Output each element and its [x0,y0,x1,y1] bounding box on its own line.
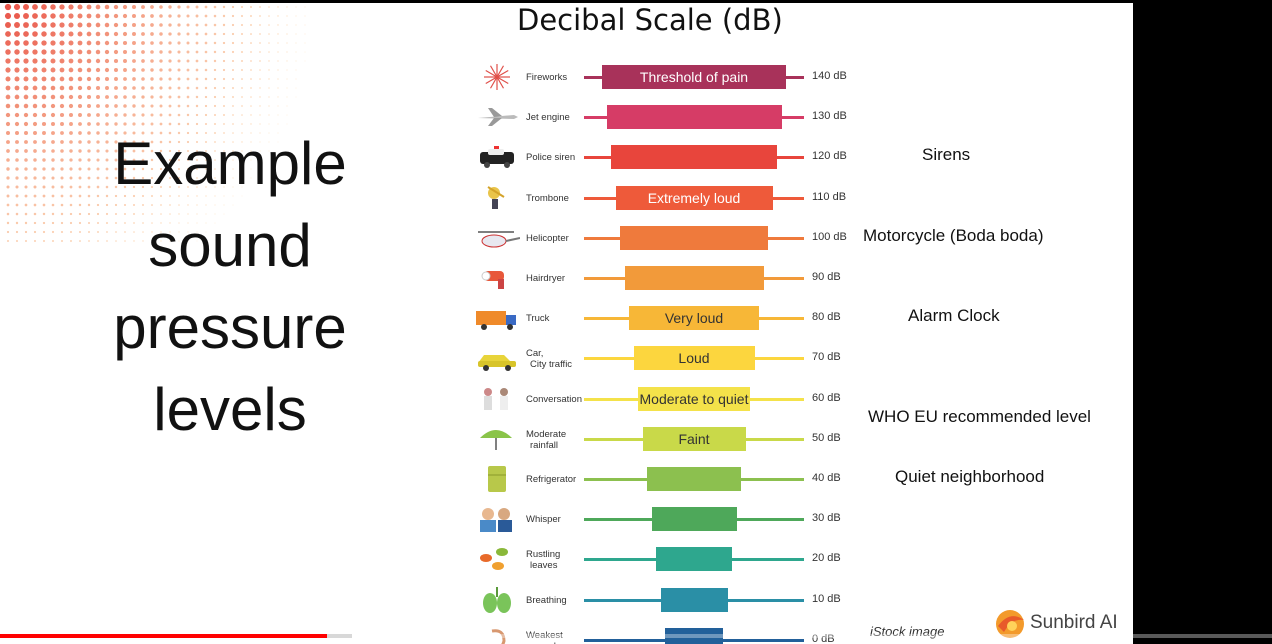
db-value-label: 20 dB [812,552,841,565]
level-bar [620,225,768,250]
heading-line: sound [148,212,312,279]
sound-source-label: Trombone [526,192,569,204]
level-bar [651,507,737,532]
sound-source-label: Rustling leaves [526,549,561,572]
conversation-icon [474,384,520,414]
db-value-label: 50 dB [812,431,841,444]
db-value-label: 60 dB [812,391,841,404]
truck-icon [474,303,520,333]
db-value-label: 30 dB [812,512,841,525]
example-annotation: Motorcycle (Boda boda) [863,225,1044,245]
leaves-icon [474,544,520,574]
level-bar [665,627,723,644]
ear-icon [474,625,520,644]
fireworks-icon [474,62,520,92]
sound-source-label: Police siren [526,152,576,164]
sound-source-label: Whisper [526,514,561,526]
level-bar: Extremely loud [615,185,773,210]
slide: Example sound pressure levels Decibal Scale… [0,3,1133,644]
sound-source-label: Moderate rainfall [526,428,567,451]
refrigerator-icon [474,464,520,494]
sound-source-label: Fireworks [526,72,568,83]
level-bar: Loud [633,346,755,371]
db-value-label: 90 dB [812,271,841,283]
image-credit: iStock image [870,624,945,639]
car-icon [474,343,520,373]
example-annotation: Sirens [922,145,971,165]
sound-source-label: Jet engine [526,112,570,124]
level-bar [647,467,741,491]
db-value-label: 40 dB [812,472,841,484]
sunbird-logo-icon [996,610,1024,638]
level-bar: Faint [642,426,746,451]
played-bar [0,634,327,638]
level-bar [660,587,728,612]
chart-title: Decibal Scale (dB) [517,3,783,37]
helicopter-icon [474,223,521,253]
sound-source-label: Helicopter [526,232,569,244]
video-progress-bar[interactable] [0,634,1272,638]
db-value-label: 100 dB [812,230,847,243]
db-value-label: 140 dB [812,70,847,82]
db-value-label: 70 dB [812,351,841,364]
trombone-icon [474,183,520,213]
sound-source-label: Weakestsound [526,629,563,644]
level-bar: Moderate to quiet [638,386,750,411]
hairdryer-icon [474,263,520,293]
db-value-label: 110 dB [812,190,847,203]
lungs-icon [474,585,520,615]
sound-source-label: Conversation [526,393,582,405]
sound-source-label: Car, City traffic [526,348,573,371]
buffered-bar [326,634,353,638]
sound-source-label: Truck [526,313,550,325]
level-bar [624,266,764,290]
level-bar: Threshold of pain [602,65,786,89]
brand-name: Sunbird AI [1030,612,1118,633]
whisper-icon [474,504,520,534]
level-bar [656,547,732,572]
heading-line: Example [113,130,347,197]
heading-line: levels [153,376,307,443]
umbrella-icon [474,424,520,454]
level-bar [611,145,777,170]
jet-icon [474,102,520,132]
slide-heading: Example sound pressure levels [70,123,390,451]
sound-source-label: Hairdryer [526,273,566,284]
level-bar [606,105,782,130]
level-bar: Very loud [629,306,759,331]
heading-line: pressure [113,294,347,361]
dot-pattern-decoration [4,3,306,243]
db-value-label: 120 dB [812,150,847,163]
example-annotation: Alarm Clock [908,306,1000,326]
sound-source-label: Refrigerator [526,474,577,485]
db-value-label: 10 dB [812,592,841,605]
example-annotation: Quiet neighborhood [895,467,1045,486]
police-car-icon [474,142,520,172]
sound-source-label: Breathing [526,594,567,606]
db-value-label: 130 dB [812,110,847,123]
db-value-label: 80 dB [812,311,841,324]
db-value-label: 0 dB [812,632,835,644]
example-annotation: WHO EU recommended level [868,406,1091,426]
